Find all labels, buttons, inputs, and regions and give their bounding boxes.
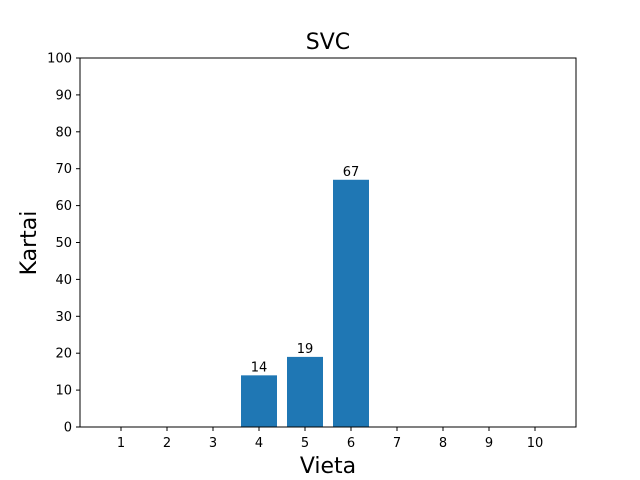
y-axis: 0 10 20 30 40 50 60 70 80 90 100 bbox=[47, 52, 80, 436]
y-tick-label-20: 20 bbox=[55, 347, 72, 362]
data-label-6: 67 bbox=[343, 165, 360, 180]
x-tick-label-5: 5 bbox=[301, 436, 309, 451]
y-tick-label-30: 30 bbox=[55, 310, 72, 325]
x-tick-label-3: 3 bbox=[209, 436, 217, 451]
y-tick-label-70: 70 bbox=[55, 162, 72, 177]
y-tick-label-50: 50 bbox=[55, 236, 72, 251]
x-tick-label-10: 10 bbox=[527, 436, 544, 451]
y-tick-label-90: 90 bbox=[55, 88, 72, 103]
bars-group bbox=[241, 179, 369, 427]
chart-title: SVC bbox=[306, 30, 350, 55]
x-tick-label-2: 2 bbox=[163, 436, 171, 451]
data-label-5: 19 bbox=[297, 342, 314, 357]
x-tick-label-1: 1 bbox=[117, 436, 125, 451]
data-label-4: 14 bbox=[251, 360, 268, 375]
x-tick-label-4: 4 bbox=[255, 436, 263, 451]
x-tick-label-8: 8 bbox=[439, 436, 447, 451]
y-axis-label: Kartai bbox=[17, 211, 42, 276]
bar-4 bbox=[241, 375, 277, 427]
bar-5 bbox=[287, 356, 323, 427]
x-tick-label-9: 9 bbox=[485, 436, 493, 451]
y-tick-label-80: 80 bbox=[55, 125, 72, 140]
y-tick-label-40: 40 bbox=[55, 273, 72, 288]
x-tick-label-7: 7 bbox=[393, 436, 401, 451]
y-tick-label-10: 10 bbox=[55, 384, 72, 399]
data-labels-group: 14 19 67 bbox=[251, 165, 360, 376]
x-axis: 1 2 3 4 5 6 7 8 9 10 bbox=[117, 427, 543, 451]
plot-frame bbox=[79, 57, 577, 428]
y-tick-label-60: 60 bbox=[55, 199, 72, 214]
x-axis-label: Vieta bbox=[300, 454, 356, 479]
y-tick-label-100: 100 bbox=[47, 52, 72, 67]
x-tick-label-6: 6 bbox=[347, 436, 355, 451]
bar-6 bbox=[333, 179, 369, 427]
y-tick-label-0: 0 bbox=[64, 421, 72, 436]
